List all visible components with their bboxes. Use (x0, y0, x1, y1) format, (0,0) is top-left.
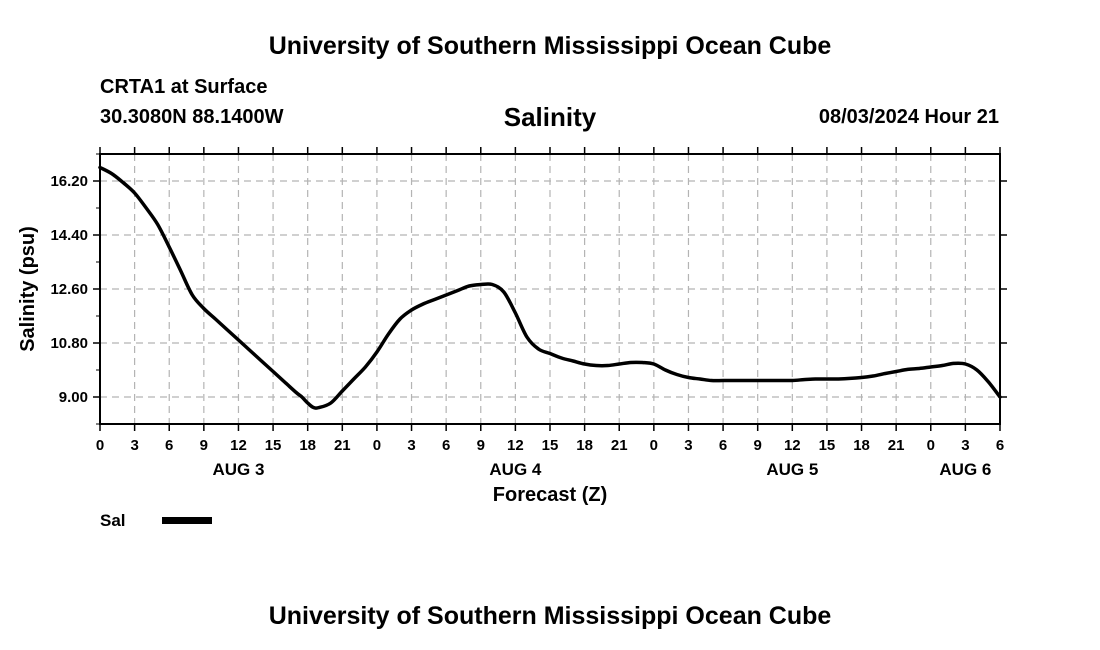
x-tick-label: 6 (442, 437, 450, 454)
day-label: AUG 5 (766, 460, 818, 479)
x-tick-label: 3 (130, 437, 138, 454)
day-label: AUG 3 (212, 460, 264, 479)
station-coords: 30.3080N 88.1400W (100, 106, 284, 128)
x-tick-label: 3 (961, 437, 969, 454)
x-tick-label: 21 (334, 437, 351, 454)
x-tick-label: 9 (477, 437, 485, 454)
y-tick-label: 12.60 (50, 281, 88, 298)
y-tick-label: 10.80 (50, 335, 88, 352)
station-label: CRTA1 at Surface (100, 76, 268, 98)
y-tick-label: 9.00 (59, 389, 88, 406)
x-tick-label: 18 (299, 437, 316, 454)
x-tick-label: 18 (576, 437, 593, 454)
x-tick-label: 9 (200, 437, 208, 454)
x-tick-label: 21 (888, 437, 905, 454)
legend-swatch (162, 517, 212, 524)
day-label: AUG 4 (489, 460, 542, 479)
x-tick-label: 12 (507, 437, 524, 454)
x-tick-labels: 0 3 6 9 12 15 18 21 0 3 6 9 12 15 18 21 0 3 6 9 12 15 18 21 0 3 6 (96, 437, 1004, 454)
x-tick-label: 12 (230, 437, 247, 454)
y-tick-label: 14.40 (50, 227, 88, 244)
y-tick-labels: 16.20 14.40 12.60 10.80 9.00 (50, 173, 88, 406)
x-tick-label: 9 (754, 437, 762, 454)
axis-ticks (93, 147, 1007, 431)
footer-title: University of Southern Mississippi Ocean… (268, 602, 832, 630)
x-tick-label: 0 (96, 437, 104, 454)
x-tick-label: 3 (684, 437, 692, 454)
x-tick-label: 21 (611, 437, 628, 454)
x-tick-label: 15 (542, 437, 559, 454)
x-tick-label: 0 (373, 437, 381, 454)
x-tick-label: 15 (265, 437, 282, 454)
forecast-datetime: 08/03/2024 Hour 21 (818, 106, 999, 128)
x-tick-label: 6 (996, 437, 1004, 454)
x-tick-label: 18 (853, 437, 870, 454)
plot-frame (99, 153, 1001, 425)
x-tick-label: 3 (407, 437, 415, 454)
grid-lines (100, 154, 1000, 424)
day-label: AUG 6 (939, 460, 991, 479)
page-title: University of Southern Mississippi Ocean… (268, 32, 832, 60)
legend-label: Sal (100, 511, 126, 530)
y-tick-label: 16.20 (50, 173, 88, 190)
series-line-sal (98, 165, 1002, 410)
x-axis-label: Forecast (Z) (493, 484, 607, 506)
x-tick-label: 15 (819, 437, 836, 454)
x-tick-label: 0 (927, 437, 935, 454)
x-tick-label: 12 (784, 437, 801, 454)
y-axis-label: Salinity (psu) (17, 226, 39, 352)
chart-title: Salinity (503, 102, 597, 132)
x-tick-label: 6 (719, 437, 727, 454)
day-labels: AUG 3 AUG 4 AUG 5 AUG 6 (212, 460, 991, 479)
x-tick-label: 0 (650, 437, 658, 454)
x-tick-label: 6 (165, 437, 173, 454)
